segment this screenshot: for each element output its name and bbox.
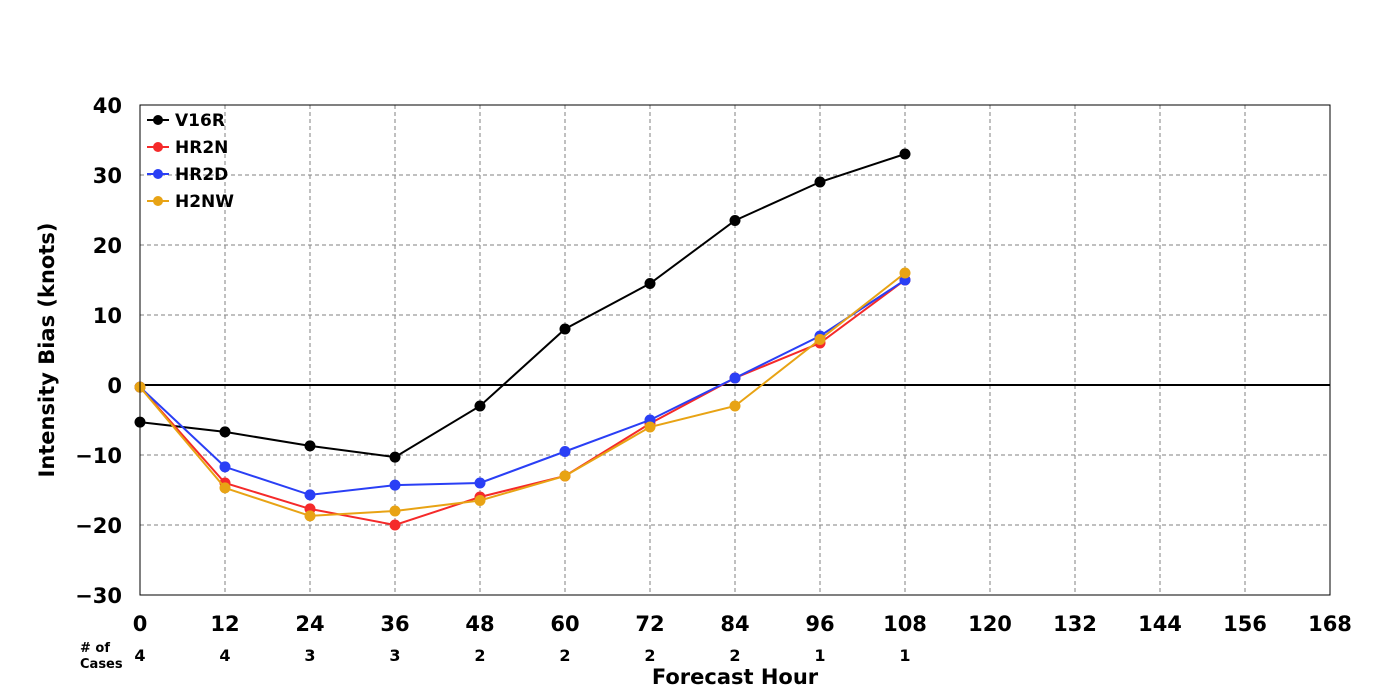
- series-h2nw: [134, 267, 911, 522]
- x-tick-label: 24: [295, 612, 324, 636]
- x-tick-label: 144: [1138, 612, 1182, 636]
- data-point: [814, 176, 826, 188]
- data-point: [559, 446, 571, 457]
- data-point: [474, 495, 486, 506]
- y-axis-title: Intensity Bias (knots): [35, 223, 59, 478]
- data-point: [559, 470, 571, 482]
- legend-label: HR2D: [175, 165, 228, 185]
- legend-item-v16r: V16R: [147, 111, 225, 131]
- cases-value: 3: [304, 646, 315, 665]
- series-hr2n: [134, 274, 911, 531]
- data-point: [729, 400, 741, 412]
- legend-label: H2NW: [175, 192, 234, 212]
- data-point: [899, 267, 911, 279]
- y-tick-label: 0: [107, 374, 122, 398]
- y-tick-label: 40: [93, 94, 122, 118]
- data-point: [304, 440, 316, 452]
- x-tick-label: 132: [1053, 612, 1097, 636]
- y-tick-label: 20: [93, 234, 122, 258]
- legend-item-hr2n: HR2N: [147, 138, 228, 158]
- data-point: [899, 148, 911, 160]
- data-point: [219, 482, 231, 494]
- legend-swatch-marker: [153, 142, 163, 152]
- series-line: [139, 272, 906, 517]
- x-tick-label: 36: [380, 612, 409, 636]
- series-line: [139, 153, 906, 459]
- cases-value: 2: [644, 646, 655, 665]
- data-point: [729, 372, 741, 384]
- series-line: [139, 279, 906, 527]
- series-layer: [134, 148, 911, 531]
- legend: V16R HR2N HR2D H2NW: [147, 111, 234, 212]
- x-tick-label: 72: [635, 612, 664, 636]
- x-tick-label: 48: [465, 612, 494, 636]
- data-point: [729, 215, 741, 226]
- cases-value: 1: [814, 646, 825, 665]
- y-tick-label: 30: [93, 164, 122, 188]
- x-tick-label: 108: [883, 612, 927, 636]
- legend-label: HR2N: [175, 138, 228, 158]
- x-tick-label: 156: [1223, 612, 1267, 636]
- legend-label: V16R: [175, 111, 225, 131]
- data-point: [389, 479, 401, 491]
- x-tick-label: 60: [550, 612, 579, 636]
- x-tick-label: 96: [805, 612, 834, 636]
- cases-value: 4: [219, 646, 230, 665]
- series-line: [139, 279, 906, 496]
- series-hr2d: [134, 274, 911, 501]
- data-point: [389, 451, 401, 463]
- x-tick-labels: 0 12 24 36 48 60 72 84 96 108 120 132 144 156 168: [133, 612, 1352, 636]
- x-tick-label: 12: [210, 612, 239, 636]
- legend-swatch-marker: [153, 169, 163, 179]
- x-tick-label: 84: [720, 612, 749, 636]
- data-point: [474, 477, 486, 489]
- y-tick-labels: −30 −20 −10 0 10 20 30 40: [75, 94, 122, 608]
- cases-value: 2: [559, 646, 570, 665]
- x-axis-title: Forecast Hour: [652, 665, 819, 689]
- legend-item-hr2d: HR2D: [147, 165, 228, 185]
- cases-value: 2: [474, 646, 485, 665]
- cases-value: 4: [134, 646, 145, 665]
- data-point: [219, 461, 231, 473]
- data-point: [814, 334, 826, 345]
- x-tick-label: 120: [968, 612, 1012, 636]
- cases-row: # of Cases 4 4 3 3 2 2 2 2 1 1: [80, 641, 911, 672]
- cases-value: 3: [389, 646, 400, 665]
- x-tick-label: 168: [1308, 612, 1352, 636]
- data-point: [389, 519, 401, 531]
- cases-label-line2: Cases: [80, 657, 123, 672]
- data-point: [644, 421, 656, 433]
- x-tick-label: 0: [133, 612, 148, 636]
- legend-swatch-marker: [153, 115, 163, 125]
- series-v16r: [134, 148, 911, 463]
- grid-layer: [140, 105, 1330, 595]
- cases-value: 2: [729, 646, 740, 665]
- data-point: [389, 505, 401, 517]
- data-point: [474, 400, 486, 412]
- legend-item-h2nw: H2NW: [147, 192, 234, 212]
- data-point: [559, 323, 571, 335]
- legend-swatch-marker: [153, 196, 163, 206]
- cases-value: 1: [899, 646, 910, 665]
- plot-frame: [139, 104, 1331, 596]
- data-point: [644, 278, 656, 289]
- y-tick-label: 10: [93, 304, 122, 328]
- cases-label-line1: # of: [80, 641, 110, 656]
- data-point: [304, 510, 316, 522]
- y-tick-label: −30: [75, 584, 122, 608]
- y-tick-label: −10: [75, 444, 122, 468]
- data-point: [304, 489, 316, 501]
- data-point: [219, 426, 231, 438]
- y-tick-label: −20: [75, 514, 122, 538]
